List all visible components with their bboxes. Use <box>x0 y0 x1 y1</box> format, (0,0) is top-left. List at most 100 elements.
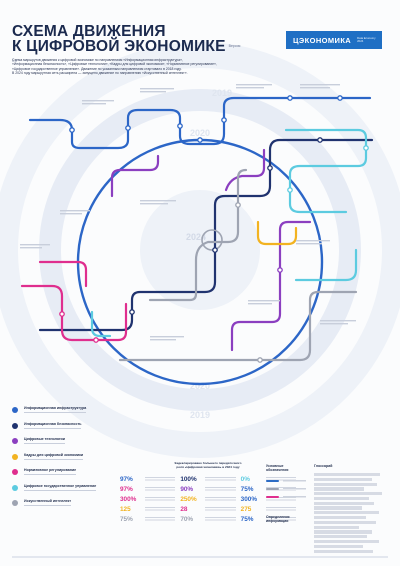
year-rings <box>0 42 400 458</box>
stat-value: 0% <box>240 476 250 484</box>
stats-grid: 97% 100% 0% 97% 90% 75% 300% 250% 300% 125 28 275 75… <box>120 475 296 525</box>
stat-value: 97% <box>120 476 133 484</box>
stat-item: 100% <box>180 475 236 485</box>
title-line-1: СХЕМА ДВИЖЕНИЯ <box>12 23 166 40</box>
stat-description <box>265 497 296 503</box>
intro-text: Схема маршрутов движения к цифровой экон… <box>12 58 217 76</box>
ring-2020 <box>39 89 361 411</box>
logo-subtext: Data Economy 2024 <box>357 35 376 43</box>
ring-2019 <box>0 42 400 458</box>
footer-bar <box>12 556 388 558</box>
stat-description <box>145 497 176 503</box>
station-labels <box>20 84 356 341</box>
line-color-dot <box>12 422 18 429</box>
line-color-dot <box>12 484 18 491</box>
legend-item: Информационная безопасность <box>12 422 120 438</box>
legend-item: Цифровые технологии <box>12 437 120 453</box>
line-color-dot <box>12 453 18 460</box>
logo-sub-line-1: Data Economy <box>357 35 376 40</box>
stat-item: 97% <box>120 485 176 495</box>
line-color-dot <box>12 438 18 444</box>
logo-main-text: ЦЭКОНОМИКА <box>293 36 351 45</box>
stat-description <box>145 517 176 523</box>
route-infrastructure <box>28 96 372 150</box>
route-gov <box>284 128 368 282</box>
stat-item: 275 <box>241 505 296 515</box>
stat-item: 300% <box>120 495 176 505</box>
legend-item: Кадры для цифровой экономики <box>12 453 120 469</box>
logo-word: ЭКОНОМИКА <box>298 35 352 45</box>
year-label-top-inner: 2020 <box>190 128 210 138</box>
year-label-bottom-inner: 2020 <box>190 381 210 391</box>
route-regulation <box>20 260 128 342</box>
line-color-dot <box>12 469 18 475</box>
stat-value: 75% <box>240 516 254 524</box>
legend-label: Искусственный интеллект <box>24 499 72 503</box>
stat-item: 250% <box>180 495 236 505</box>
stat-description <box>265 517 296 523</box>
intro-line: В 2024 году маршрутная сеть расширена — … <box>12 71 188 76</box>
stat-item: 75% <box>241 515 296 525</box>
logo-sub-line-2: 2024 <box>357 39 364 43</box>
stat-value: 97% <box>120 486 133 494</box>
line-color-dot <box>12 407 18 413</box>
stats-title-line-2: роля «Цифровая экономика» в 2024 году <box>176 464 240 469</box>
stats-block: Задекларировано большего передаточного р… <box>120 461 296 525</box>
legend-item: Информационная инфраструктура <box>12 406 120 422</box>
stat-value: 90% <box>180 486 194 494</box>
stat-value: 28 <box>180 506 188 514</box>
stat-item: 0% <box>241 475 296 485</box>
legend-item: Нормативное регулирование <box>12 468 120 484</box>
route-ai <box>118 168 358 362</box>
stat-item: 75% <box>120 515 176 525</box>
logo-prefix: Ц <box>293 35 299 45</box>
legend-label: Цифровые технологии <box>24 437 65 441</box>
stat-description <box>265 507 296 513</box>
intro-line: «Цифровое государственное управление». Д… <box>12 66 182 71</box>
symbols-column: Условные обозначения Определения информа… <box>266 464 306 523</box>
legend-label: Цифровое государственное управление <box>24 483 97 488</box>
stat-item: 28 <box>180 505 236 515</box>
stat-item: 90% <box>180 485 236 495</box>
stat-description <box>205 487 236 493</box>
route-technologies <box>110 148 312 352</box>
stat-description <box>265 477 296 483</box>
symbol-row <box>266 493 306 501</box>
hub-loop <box>201 229 223 251</box>
stat-value: 300% <box>120 496 137 504</box>
stat-value: 275 <box>240 506 252 514</box>
version-label: Версия 1.0 <box>12 44 241 63</box>
glossary-column: Глоссарий <box>314 464 386 554</box>
stat-description <box>205 517 236 523</box>
intro-line: «Информационная безопасность», «Цифровые… <box>12 62 217 67</box>
legend-label: Кадры для цифровой экономики <box>24 452 84 457</box>
stat-item: 70% <box>180 515 236 525</box>
symbol-row <box>266 477 306 485</box>
line-color-dot <box>12 500 18 506</box>
stat-item: 300% <box>241 495 296 505</box>
stat-description <box>145 487 176 493</box>
intro-line: Схема маршрутов движения к цифровой экон… <box>12 58 183 62</box>
extra-title: Определения информации <box>266 515 290 523</box>
year-label-center: 2024 <box>186 232 206 242</box>
year-label-top-outer: 2019 <box>212 88 232 98</box>
stats-title-line-1: Задекларировано большего передаточного <box>174 461 242 465</box>
legend-label: Информационная безопасность <box>24 421 82 426</box>
stat-description <box>265 487 296 493</box>
glossary-title: Глоссарий <box>314 464 333 468</box>
stat-value: 70% <box>180 516 194 524</box>
stat-item: 97% <box>120 475 176 485</box>
stations <box>59 95 369 363</box>
symbols-title: Условные обозначения <box>266 464 289 472</box>
program-logo: ЦЭКОНОМИКА Data Economy 2024 <box>286 31 382 49</box>
stat-description <box>145 507 176 513</box>
ring-2024 <box>140 190 260 310</box>
legend-label: Информационная инфраструктура <box>24 406 87 410</box>
stat-description <box>205 507 236 513</box>
route-gov-lower <box>90 310 112 338</box>
year-label-bottom-outer: 2019 <box>190 410 210 420</box>
stat-item: 125 <box>120 505 176 515</box>
stat-description <box>205 497 236 503</box>
